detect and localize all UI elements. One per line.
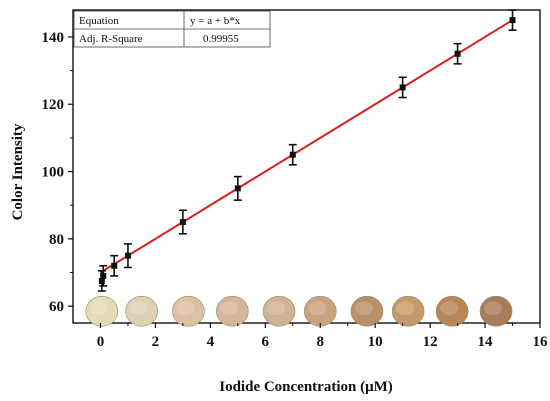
x-tick-label: 16 — [533, 334, 549, 350]
sample-spot-highlight — [129, 301, 148, 316]
sample-spot — [479, 295, 513, 327]
sample-spot-disc — [85, 295, 119, 327]
sample-spot-disc — [262, 295, 296, 327]
data-points — [97, 9, 517, 292]
fit-table-label-equation: Equation — [79, 15, 119, 27]
sample-spot-highlight — [267, 301, 286, 316]
sample-spot — [350, 295, 384, 327]
plot-frame — [72, 9, 541, 324]
data-point-marker — [124, 252, 131, 259]
data-point — [99, 264, 108, 287]
y-axis-ticks: 60 80 100 120 140 — [42, 30, 73, 315]
sample-spots — [85, 295, 513, 327]
data-point — [178, 209, 187, 235]
fit-line — [99, 19, 514, 274]
y-axis-label: Color Intensity — [10, 123, 26, 220]
fit-line-layer — [99, 19, 514, 274]
x-tick-label: 4 — [207, 334, 215, 350]
data-point — [453, 42, 462, 65]
y-tick-label: 120 — [42, 97, 65, 113]
sample-spot-disc — [216, 295, 249, 327]
data-point-marker — [399, 84, 406, 91]
data-point — [288, 143, 297, 166]
fit-table-value-equation: y = a + b*x — [190, 15, 241, 27]
sample-spot-highlight — [440, 301, 459, 316]
sample-spot — [391, 295, 425, 327]
data-point-marker — [179, 219, 186, 226]
data-point-marker — [111, 262, 118, 269]
sample-spot-disc — [391, 295, 425, 327]
y-tick-label: 80 — [49, 232, 64, 248]
y-tick-label: 100 — [42, 165, 65, 181]
y-tick-label: 140 — [42, 30, 65, 46]
data-point — [233, 175, 242, 201]
sample-spot-highlight — [308, 301, 327, 316]
sample-spot-highlight — [484, 301, 503, 316]
sample-spot — [303, 295, 337, 327]
sample-spot — [125, 295, 158, 327]
x-axis-label: Iodide Concentration (μM) — [219, 379, 393, 395]
data-point — [398, 76, 407, 99]
data-point — [123, 243, 132, 269]
fit-table-value-r-square: 0.99955 — [203, 33, 239, 45]
sample-spot — [262, 295, 296, 327]
data-point-marker — [234, 185, 241, 192]
y-tick-label: 60 — [49, 299, 64, 315]
sample-spot — [216, 295, 249, 327]
x-tick-label: 2 — [152, 334, 160, 350]
sample-spot-disc — [125, 295, 158, 327]
data-point-marker — [454, 50, 461, 57]
sample-spot-disc — [479, 295, 513, 327]
sample-spot — [435, 295, 469, 327]
x-tick-label: 6 — [262, 334, 270, 350]
x-tick-label: 8 — [316, 334, 324, 350]
x-tick-label: 10 — [368, 334, 383, 350]
data-point — [110, 254, 119, 277]
fit-table-label-r-square: Adj. R-Square — [79, 33, 143, 45]
fit-table: Equation y = a + b*x Adj. R-Square 0.999… — [73, 10, 271, 48]
x-tick-label: 0 — [97, 334, 105, 350]
sample-spot — [85, 295, 119, 327]
data-point-marker — [509, 17, 516, 24]
data-point-marker — [98, 277, 105, 284]
sample-spot-highlight — [396, 301, 415, 316]
x-axis-ticks: 0 2 4 6 8 10 12 14 16 — [97, 323, 548, 350]
sample-spot-disc — [172, 295, 205, 327]
data-point-marker — [289, 151, 296, 158]
sample-spot-highlight — [220, 301, 239, 316]
plot-area — [72, 9, 541, 324]
data-point — [508, 9, 517, 31]
sample-spot-disc — [350, 295, 384, 327]
sample-spot — [172, 295, 205, 327]
x-tick-label: 12 — [423, 334, 438, 350]
sample-spot-highlight — [176, 301, 195, 316]
data-point-marker — [100, 272, 107, 279]
x-tick-label: 14 — [478, 334, 494, 350]
sample-spot-highlight — [89, 301, 108, 316]
sample-spot-highlight — [354, 301, 373, 316]
sample-spot-disc — [435, 295, 469, 327]
